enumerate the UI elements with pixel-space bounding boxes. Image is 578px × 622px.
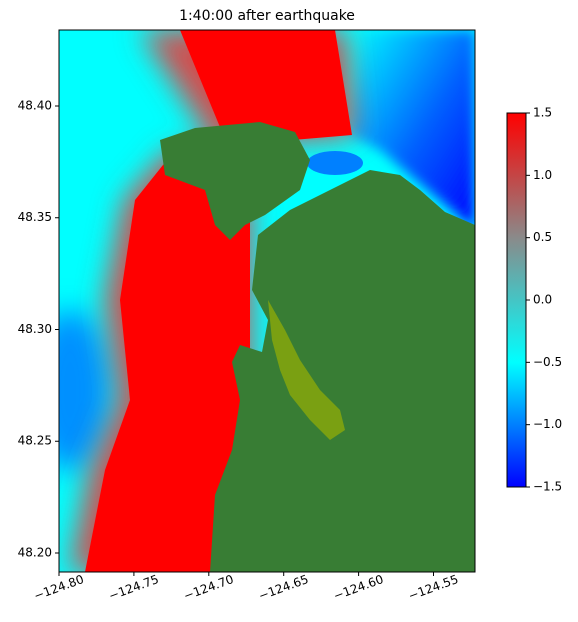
map-field: [59, 30, 475, 572]
plot-frame: [58, 29, 476, 573]
x-tick-label: −124.75: [107, 572, 161, 603]
colorbar-tick-label: −1.0: [533, 417, 562, 431]
y-tick-label: 48.40: [18, 98, 52, 112]
x-tick-label: −124.65: [257, 572, 311, 603]
colorbar-tick-label: 1.5: [533, 106, 552, 120]
colorbar-tick-label: −1.5: [533, 480, 562, 494]
x-tick-label: −124.80: [32, 572, 86, 603]
x-tick-label: −124.60: [332, 572, 386, 603]
y-tick-label: 48.20: [18, 546, 52, 560]
y-tick-label: 48.35: [18, 210, 52, 224]
y-tick-label: 48.25: [18, 434, 52, 448]
x-tick-label: −124.55: [406, 572, 460, 603]
colorbar-tick-label: −0.5: [533, 355, 562, 369]
x-tick-label: −124.70: [182, 572, 236, 603]
y-tick-label: 48.30: [18, 322, 52, 336]
colorbar: [506, 112, 527, 488]
chart-title: 1:40:00 after earthquake: [179, 8, 355, 24]
colorbar-tick-label: 0.0: [533, 293, 552, 307]
colorbar-tick-label: 1.0: [533, 168, 552, 182]
colorbar-tick-label: 0.5: [533, 230, 552, 244]
